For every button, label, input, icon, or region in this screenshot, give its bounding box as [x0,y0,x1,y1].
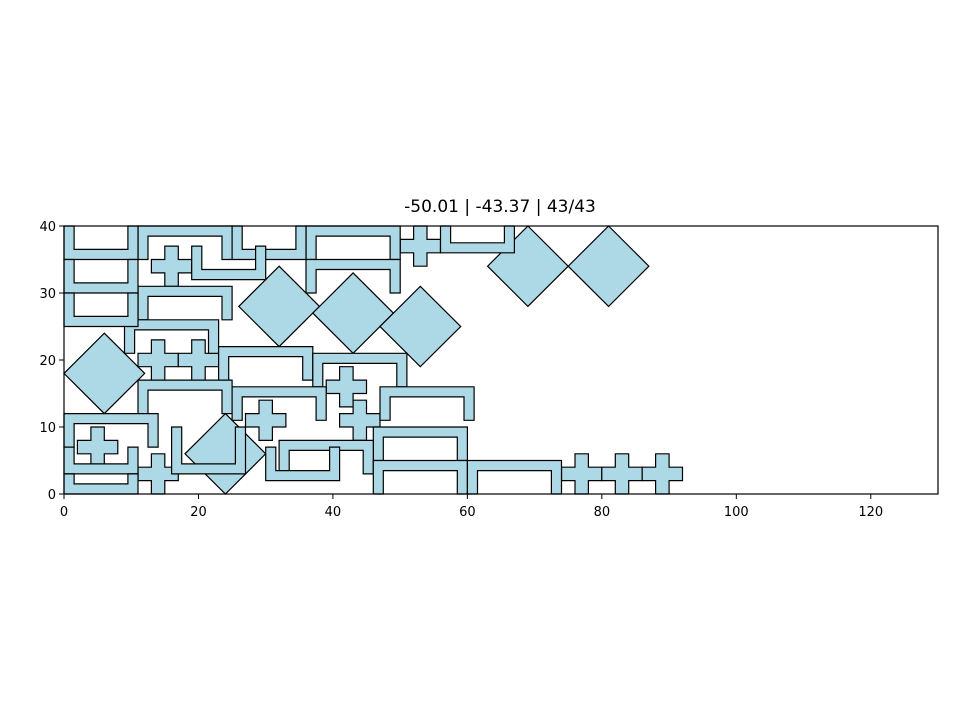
x-tick-label: 100 [724,505,749,520]
channel-shape [439,225,515,254]
cross-shape [399,225,442,267]
channel-shape [137,285,233,321]
y-tick-label: 30 [39,287,56,302]
cross-shape [641,453,684,495]
channel-shape [372,426,468,462]
x-tick-label: 120 [858,505,883,520]
channel-shape [63,258,139,294]
channel-shape [63,292,139,328]
channel-shape [265,446,341,482]
channel-shape [63,225,139,261]
diamond-shape [379,285,462,368]
y-tick-label: 40 [39,220,56,235]
channel-shape [63,413,159,448]
shapes-layer [63,225,684,495]
diamond-shape [567,225,650,308]
cross-shape [601,453,643,495]
chart-title: -50.01 | -43.37 | 43/43 [404,197,596,217]
channel-shape [231,225,307,261]
channel-shape [191,245,267,281]
y-tick-label: 10 [39,421,56,436]
channel-shape [231,386,327,421]
channel-shape [63,446,139,475]
channel-shape [123,319,220,354]
x-tick-label: 40 [325,505,342,520]
channel-shape [63,473,139,495]
diamond-shape [486,225,570,308]
cross-shape [244,399,287,441]
channel-shape [305,258,401,294]
cross-shape [560,453,603,495]
channel-shape [466,459,563,495]
channel-shape [305,225,401,261]
channel-shape [278,439,374,475]
channel-shape [379,386,475,421]
y-tick-label: 20 [39,354,56,369]
channel-shape [171,426,247,475]
y-tick-label: 0 [48,488,56,503]
diamond-shape [311,272,395,355]
cross-shape [150,245,193,287]
channel-shape [218,346,314,381]
channel-shape [137,225,233,261]
cross-shape [76,426,119,468]
channel-shape [137,379,233,415]
x-tick-label: 0 [60,505,68,520]
x-tick-label: 80 [594,505,611,520]
channel-shape [372,459,468,495]
x-axis: 0 20 40 60 80 100 120 [60,494,883,520]
x-tick-label: 20 [190,505,207,520]
y-axis: 0 10 20 30 40 [39,220,64,503]
x-tick-label: 60 [459,505,476,520]
